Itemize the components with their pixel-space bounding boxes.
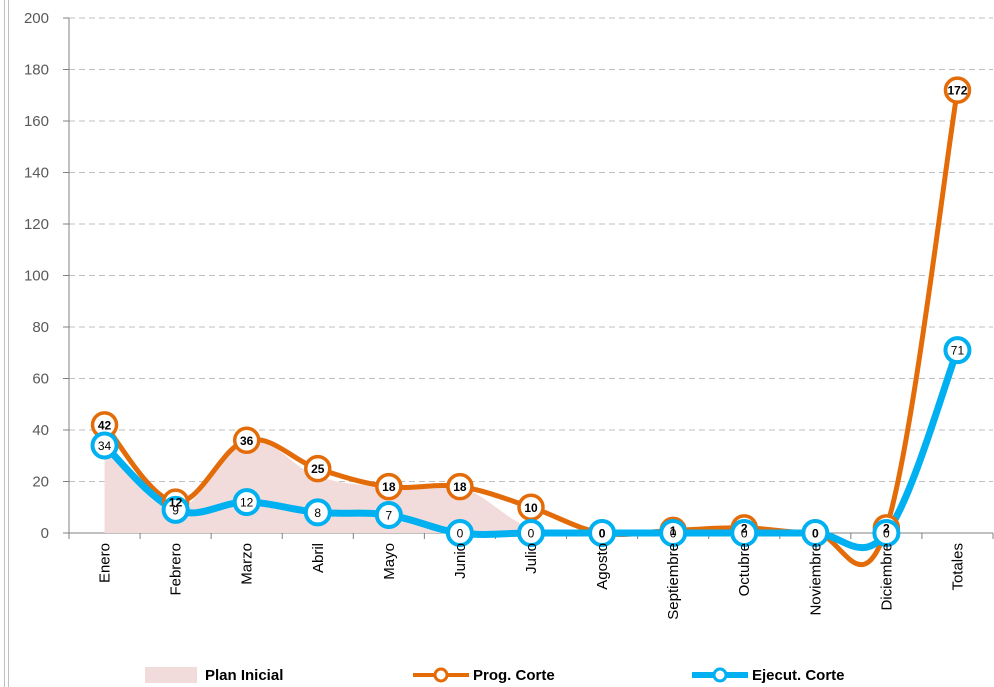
y-tick-label: 0 — [41, 525, 49, 542]
data-label-ejecut-corte: 34 — [98, 439, 112, 453]
data-point-prog-corte — [375, 472, 403, 501]
data-label-ejecut-corte: 12 — [240, 496, 254, 510]
data-label-prog-corte: 25 — [311, 462, 325, 476]
data-point-ejecut-corte — [303, 498, 332, 527]
legend-label-prog-corte: Prog. Corte — [473, 667, 555, 684]
y-tick-label: 20 — [32, 474, 49, 491]
data-label-ejecut-corte: 71 — [951, 344, 965, 358]
data-label-prog-corte: 10 — [524, 501, 538, 515]
legend-swatch-plan-inicial — [145, 667, 197, 683]
data-point-prog-corte — [446, 472, 474, 501]
data-point-prog-corte — [304, 454, 332, 483]
data-point-ejecut-corte — [90, 431, 119, 460]
data-label-ejecut-corte: 0 — [528, 527, 535, 541]
data-point-prog-corte — [943, 76, 972, 104]
x-tick-label: Agosto — [594, 543, 611, 590]
data-point-ejecut-corte — [374, 500, 403, 529]
data-label-prog-corte: 12 — [169, 496, 183, 510]
legend-label-plan-inicial: Plan Inicial — [205, 667, 283, 684]
data-label-ejecut-corte: 0 — [670, 527, 677, 541]
legend-marker-prog-corte — [433, 667, 449, 683]
y-tick-label: 140 — [24, 165, 49, 182]
x-tick-label: Totales — [949, 543, 966, 591]
data-point-ejecut-corte — [872, 519, 901, 547]
data-points — [90, 76, 972, 547]
x-tick-label: Septiembre — [665, 543, 682, 620]
x-tick-label: Noviembre — [807, 543, 824, 616]
grid-lines — [69, 17, 993, 482]
legend-label-ejecut-corte: Ejecut. Corte — [752, 667, 845, 684]
data-point-ejecut-corte — [943, 336, 972, 365]
x-axis-tick-labels: Enero Febrero Marzo Abril Mayo Junio Julio Agos… — [97, 543, 967, 620]
x-tick-label: Diciembre — [878, 543, 895, 611]
plan-inicial-area — [104, 439, 887, 534]
data-label-ejecut-corte: 0 — [599, 527, 606, 541]
y-axis-tick-labels: 0 20 40 60 80 100 120 140 160 180 200 — [24, 10, 49, 542]
data-label-ejecut-corte: 9 — [172, 503, 179, 517]
frame-border-left — [4, 0, 5, 687]
data-point-ejecut-corte — [161, 495, 190, 524]
y-tick-label: 60 — [32, 371, 49, 388]
data-point-ejecut-corte — [801, 519, 830, 547]
data-label-ejecut-corte: 0 — [883, 527, 890, 541]
data-label-ejecut-corte: 8 — [314, 506, 321, 520]
axes — [63, 17, 994, 539]
data-label-prog-corte: 0 — [812, 527, 819, 541]
data-point-ejecut-corte — [730, 519, 759, 547]
data-label-prog-corte: 18 — [453, 480, 467, 494]
y-tick-label: 80 — [32, 319, 49, 336]
data-label-prog-corte: 0 — [599, 527, 606, 541]
legend-marker-ejecut-corte — [712, 667, 728, 683]
data-point-ejecut-corte — [445, 519, 474, 547]
data-point-ejecut-corte — [517, 519, 545, 547]
data-label-prog-corte: 2 — [741, 521, 748, 535]
x-tick-label: Febrero — [168, 543, 185, 596]
x-tick-label: Julio — [523, 543, 540, 574]
data-point-ejecut-corte — [232, 488, 261, 517]
y-tick-label: 200 — [24, 10, 49, 27]
x-tick-label: Mayo — [381, 543, 398, 580]
x-tick-label: Junio — [452, 543, 469, 579]
frame-border-left-inner — [8, 0, 9, 687]
data-label-prog-corte: 1 — [670, 524, 677, 538]
x-tick-label: Octubre — [736, 543, 753, 596]
data-label-prog-corte: 42 — [98, 418, 112, 432]
y-tick-label: 100 — [24, 268, 49, 285]
x-tick-label: Abril — [310, 543, 327, 573]
y-tick-label: 180 — [24, 62, 49, 79]
y-tick-label: 120 — [24, 216, 49, 233]
x-tick-label: Marzo — [239, 543, 256, 585]
data-label-prog-corte: 172 — [947, 84, 967, 98]
y-tick-label: 160 — [24, 113, 49, 130]
data-label-prog-corte: 36 — [240, 434, 254, 448]
data-point-ejecut-corte — [659, 519, 688, 547]
area-plan-inicial — [104, 439, 887, 534]
data-point-prog-corte — [232, 426, 261, 455]
data-label-ejecut-corte: 0 — [812, 527, 819, 541]
data-label-ejecut-corte: 0 — [457, 527, 464, 541]
data-label-prog-corte: 18 — [382, 480, 396, 494]
data-label-prog-corte: 2 — [883, 521, 890, 535]
data-point-ejecut-corte — [588, 519, 617, 547]
y-tick-label: 40 — [32, 422, 49, 439]
legend: Plan Inicial Prog. Corte Ejecut. Corte — [145, 667, 845, 684]
x-tick-label: Enero — [97, 543, 114, 583]
data-label-ejecut-corte: 0 — [741, 527, 748, 541]
data-label-ejecut-corte: 7 — [386, 508, 393, 522]
